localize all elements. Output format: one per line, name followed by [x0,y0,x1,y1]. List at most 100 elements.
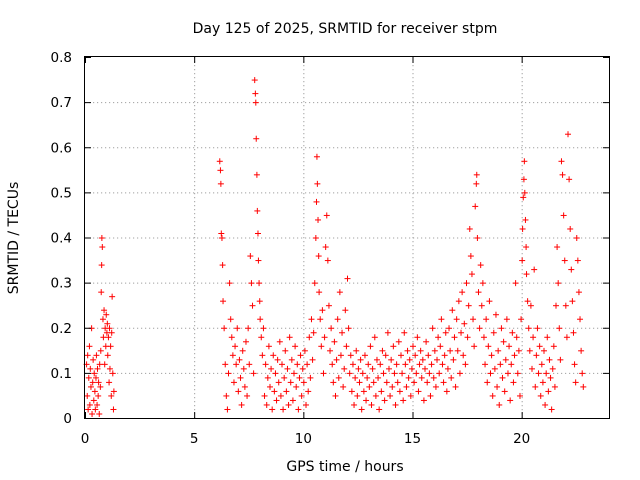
data-point [373,356,380,363]
data-point [429,325,436,332]
data-point [544,334,551,341]
data-point [315,253,322,260]
data-point [456,370,463,377]
data-point [305,388,312,395]
data-point [432,383,439,390]
data-point [108,329,115,336]
data-point [106,325,113,332]
data-point [414,334,421,341]
data-point [489,392,496,399]
data-point [103,311,110,318]
data-point [218,230,225,237]
data-point [331,338,338,345]
data-point [527,302,534,309]
data-point [87,383,94,390]
data-point [94,401,101,408]
data-point [342,307,349,314]
data-point [518,316,525,323]
data-point [271,388,278,395]
data-point [256,298,263,305]
data-point [295,406,302,413]
data-point [337,352,344,359]
data-point [87,365,94,372]
data-point [311,280,318,287]
data-point [472,203,479,210]
data-point [385,365,392,372]
data-point [336,289,343,296]
data-point [369,365,376,372]
data-point [477,262,484,269]
data-point [497,361,504,368]
data-point [468,271,475,278]
x-tick-label: 15 [404,431,421,447]
data-point [217,167,224,174]
data-point [95,379,102,386]
data-point [570,329,577,336]
data-point [322,244,329,251]
data-point [281,374,288,381]
data-point [492,311,499,318]
data-point [388,356,395,363]
data-point [361,352,368,359]
data-point [535,370,542,377]
data-point [575,289,582,296]
data-point [308,316,315,323]
data-point [86,343,93,350]
data-point [562,302,569,309]
data-point [446,325,453,332]
data-point [392,401,399,408]
data-point [440,379,447,386]
data-point [391,370,398,377]
data-point [85,374,92,381]
data-point [268,365,275,372]
data-point [547,374,554,381]
data-point [473,171,480,178]
data-point [97,383,104,390]
data-point [312,235,319,241]
data-point [410,343,416,350]
data-point [245,325,252,332]
data-point [303,401,310,408]
data-point [572,379,579,386]
data-point [476,325,483,332]
data-point [324,257,331,264]
data-point [309,356,316,363]
data-point [556,325,563,332]
y-tick-label: 0.1 [51,366,72,382]
data-point [316,289,323,296]
data-point [233,361,240,368]
data-point [519,225,526,232]
data-point [90,356,97,363]
data-point [92,374,99,381]
points-layer [83,77,587,417]
data-point [378,388,385,395]
data-point [354,392,361,399]
data-point [333,356,340,363]
data-point [101,307,108,314]
data-point [514,370,521,377]
data-point [313,198,320,205]
data-point [238,401,245,408]
data-point [297,352,304,359]
data-point [314,180,321,187]
data-point [234,325,241,332]
data-point [320,370,327,377]
data-point [519,257,526,264]
data-point [275,379,282,386]
y-tick-label: 0.3 [51,276,72,292]
data-point [236,356,243,363]
data-point [105,334,112,341]
data-point [269,406,276,413]
data-point [104,352,111,359]
data-point [93,352,100,359]
data-point [393,361,400,368]
data-point [222,361,229,368]
data-point [536,343,543,350]
data-point [523,271,530,278]
data-point [272,370,279,377]
data-point [473,180,480,187]
data-point [444,365,451,372]
data-point [380,370,387,377]
data-point [376,406,383,413]
data-point [422,365,429,372]
